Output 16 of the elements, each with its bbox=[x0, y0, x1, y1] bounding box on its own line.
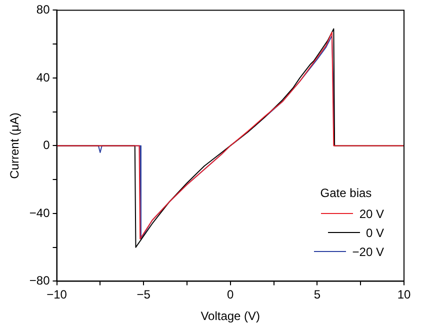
x-tick-label: 0 bbox=[227, 288, 234, 302]
y-tick-label: 0 bbox=[43, 138, 50, 152]
y-tick-label: 80 bbox=[36, 2, 50, 17]
x-tick-label: −10 bbox=[46, 288, 68, 302]
x-tick-label: 5 bbox=[314, 288, 321, 302]
legend-label: −20 V bbox=[352, 244, 384, 259]
y-tick-label: 40 bbox=[36, 70, 50, 84]
legend-label: 0 V bbox=[366, 226, 384, 240]
y-tick-label: −80 bbox=[29, 274, 50, 288]
y-tick-label: −40 bbox=[29, 206, 50, 220]
x-axis-title: Voltage (V) bbox=[200, 309, 260, 324]
x-tick-label: 10 bbox=[397, 288, 411, 302]
legend-title: Gate bias bbox=[320, 186, 373, 200]
x-tick-label: −5 bbox=[136, 288, 151, 302]
y-axis-title: Current (μA) bbox=[8, 112, 22, 179]
legend-label: 20 V bbox=[359, 206, 384, 221]
